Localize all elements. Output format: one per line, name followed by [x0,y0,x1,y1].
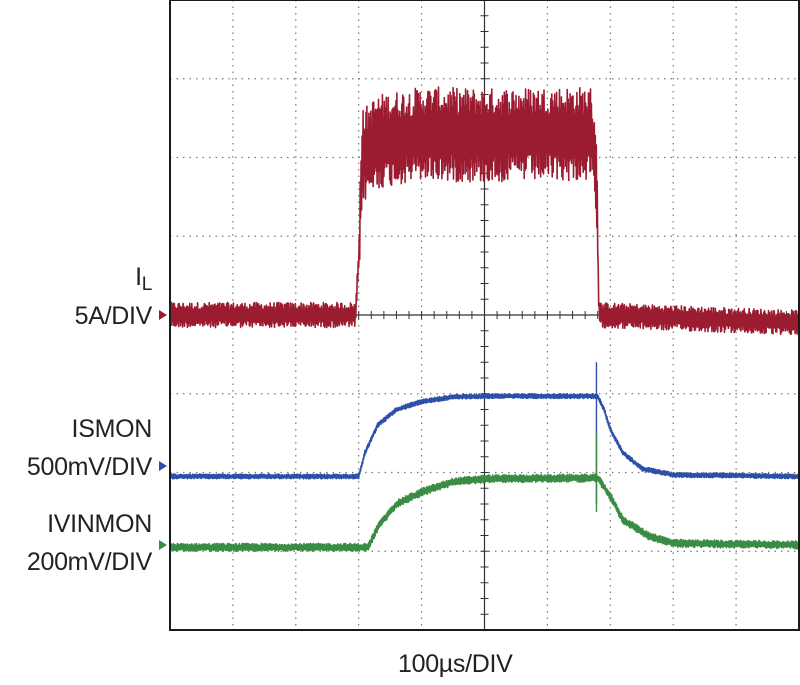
ismon-channel-label: ISMON [71,415,153,443]
ivinmon-channel-marker [159,540,167,550]
plot-frame [169,0,800,631]
plot-grid [170,0,799,630]
ivinmon-scale-label: 200mV/DIV [26,548,152,576]
trace-ivinmon [169,473,800,552]
il-scale-label: 5A/DIV [74,302,153,330]
ivinmon-channel-label: IVINMON [47,510,152,538]
ismon-channel-marker [159,461,167,471]
il-label-main: I [135,263,142,291]
il-channel-marker [159,310,167,320]
trace-ismon [169,393,800,480]
ismon-scale-label: 500mV/DIV [26,453,152,481]
trace-il [169,86,800,336]
plot-traces [169,86,800,552]
il-label-sub: L [141,274,153,295]
x-axis-label: 100µs/DIV [398,650,513,678]
il-channel-label: IL [135,263,152,296]
